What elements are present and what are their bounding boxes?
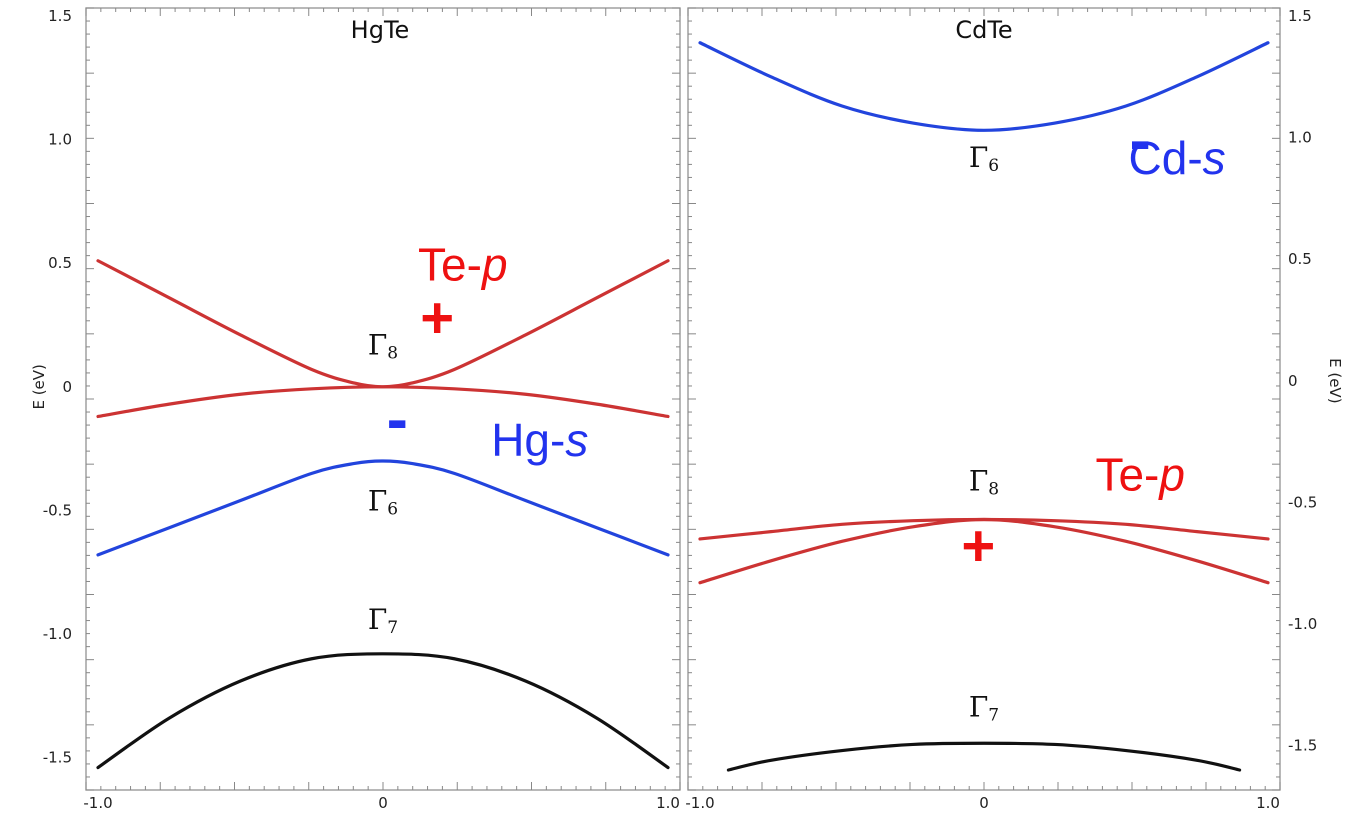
y-tick-label: -1.5 bbox=[43, 749, 72, 767]
y-tick-label: 0.5 bbox=[48, 254, 72, 272]
band-curve bbox=[698, 517, 1270, 585]
x-tick-label: 1.0 bbox=[656, 794, 680, 812]
panel-title: HgTe bbox=[351, 16, 410, 44]
y-tick-label: -1.5 bbox=[1288, 737, 1317, 755]
band-curve bbox=[726, 741, 1242, 772]
y-tick-label: -1.0 bbox=[1288, 615, 1317, 633]
x-tick-label: 0 bbox=[378, 794, 388, 812]
y-tick-label: 0 bbox=[62, 378, 72, 396]
minus-sign: - bbox=[1130, 104, 1151, 176]
orbital-label: Cd-s bbox=[1129, 132, 1226, 184]
plus-sign: + bbox=[420, 285, 454, 350]
panel-title: CdTe bbox=[955, 16, 1012, 44]
gamma-label: Γ8 bbox=[368, 329, 398, 364]
y-axis-label: E (eV) bbox=[30, 364, 48, 409]
y-tick-label: 0.5 bbox=[1288, 250, 1312, 268]
y-tick-label: 0 bbox=[1288, 372, 1298, 390]
orbital-label: Te-p bbox=[418, 239, 508, 291]
orbital-label: Te-p bbox=[1095, 448, 1185, 500]
band-curve bbox=[96, 652, 670, 770]
band-curve bbox=[96, 385, 670, 419]
minus-sign: - bbox=[387, 383, 408, 455]
x-tick-label: 1.0 bbox=[1256, 794, 1280, 812]
gamma-label: Γ7 bbox=[368, 603, 398, 638]
cdte-panel: 1.5 1.0 0.5 0 -0.5 -1.0 -1.5 -1.0 0 1.0 E (eV) CdTe… bbox=[685, 7, 1344, 812]
y-tick-label: 1.0 bbox=[1288, 129, 1312, 147]
x-tick-label: 0 bbox=[979, 794, 989, 812]
y-tick-label: -0.5 bbox=[43, 501, 72, 519]
x-tick-label: -1.0 bbox=[685, 794, 714, 812]
plus-sign: + bbox=[961, 514, 995, 579]
orbital-label: Hg-s bbox=[491, 414, 588, 466]
x-tick-label: -1.0 bbox=[83, 794, 112, 812]
band-curve bbox=[698, 41, 1270, 132]
gamma-label: Γ8 bbox=[969, 464, 999, 499]
plot-frame bbox=[687, 7, 1281, 791]
y-tick-label: -1.0 bbox=[43, 625, 72, 643]
hgte-panel: 1.5 1.0 0.5 0 -0.5 -1.0 -1.5 -1.0 0 1.0 E (eV) HgTe… bbox=[30, 7, 681, 812]
band-curve bbox=[96, 259, 670, 389]
y-tick-label: 1.5 bbox=[1288, 7, 1312, 25]
gamma-label: Γ7 bbox=[969, 690, 999, 725]
gamma-label: Γ6 bbox=[368, 484, 398, 519]
y-tick-label: 1.0 bbox=[48, 131, 72, 149]
band-curve bbox=[96, 459, 670, 557]
y-tick-label: -0.5 bbox=[1288, 493, 1317, 511]
y-tick-label: 1.5 bbox=[48, 7, 72, 25]
plot-frame bbox=[85, 7, 681, 791]
y-axis-label: E (eV) bbox=[1326, 358, 1344, 403]
gamma-label: Γ6 bbox=[969, 141, 999, 176]
